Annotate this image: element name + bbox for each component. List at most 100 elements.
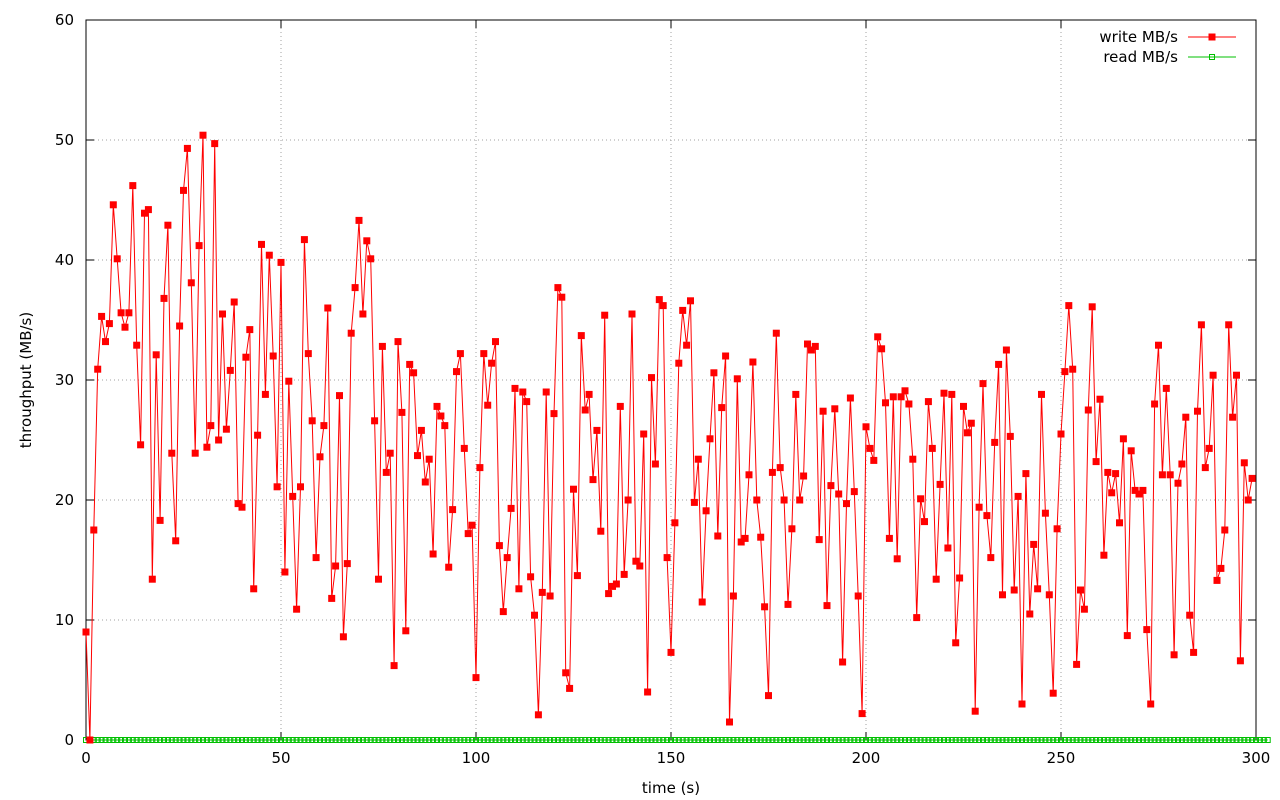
data-point-write: [332, 562, 340, 570]
data-point-read: [274, 737, 281, 743]
data-point-write: [585, 390, 593, 398]
data-point-read: [773, 737, 780, 743]
data-point-read: [968, 737, 975, 743]
data-point-read: [1194, 737, 1201, 743]
data-point-read: [625, 737, 632, 743]
data-point-write: [511, 384, 519, 392]
data-point-read: [239, 737, 245, 743]
data-point-write: [1010, 586, 1018, 594]
data-point-read: [746, 737, 752, 743]
data-point-read: [293, 737, 300, 743]
data-point-write: [663, 554, 671, 562]
data-point-write: [304, 350, 312, 358]
data-point-write: [386, 449, 394, 457]
data-point-write: [866, 444, 874, 452]
data-point-write: [675, 359, 683, 367]
data-point-write: [523, 398, 531, 406]
data-point-read: [929, 737, 936, 743]
data-point-write: [671, 519, 679, 527]
data-point-write: [936, 480, 944, 488]
data-point-read: [328, 737, 335, 743]
data-point-write: [683, 341, 691, 349]
data-point-read: [418, 737, 425, 743]
data-point-write: [1084, 406, 1092, 414]
data-point-write: [199, 131, 207, 139]
data-point-read: [870, 737, 877, 743]
data-point-read: [129, 737, 136, 743]
data-point-read: [250, 737, 257, 743]
data-point-read: [999, 737, 1006, 743]
data-point-write: [1088, 303, 1096, 311]
data-point-write: [1065, 302, 1073, 310]
series-write: [82, 131, 1256, 744]
data-point-read: [769, 737, 776, 743]
data-point-read: [1155, 737, 1162, 743]
x-tick-label: 100: [462, 749, 491, 767]
data-point-read: [796, 737, 803, 743]
data-point-write: [367, 255, 375, 263]
data-point-write: [1022, 470, 1030, 478]
data-point-write: [105, 320, 113, 328]
data-point-write: [215, 436, 223, 444]
data-point-write: [776, 464, 784, 472]
data-point-write: [94, 365, 102, 373]
data-point-write: [534, 711, 542, 719]
data-point-read: [383, 737, 390, 743]
data-point-read: [609, 737, 616, 743]
data-point-read: [340, 737, 347, 743]
data-point-read: [379, 737, 386, 743]
data-point-read: [866, 737, 873, 743]
data-point-write: [1018, 700, 1026, 708]
data-point-read: [1046, 737, 1053, 743]
data-point-read: [675, 737, 682, 743]
data-point-read: [1050, 737, 1057, 743]
data-point-read: [902, 737, 908, 743]
data-point-read: [114, 737, 121, 743]
data-point-write: [870, 456, 878, 464]
data-point-read: [547, 737, 554, 743]
data-point-read: [398, 737, 405, 743]
data-point-read: [664, 737, 671, 743]
data-point-read: [207, 737, 214, 743]
data-point-read: [219, 737, 226, 743]
data-point-write: [433, 402, 441, 410]
data-point-write: [948, 390, 956, 398]
data-point-read: [874, 737, 881, 743]
data-point-write: [1197, 321, 1205, 329]
data-point-read: [995, 737, 1002, 743]
data-point-read: [480, 737, 487, 743]
data-point-write: [1116, 519, 1123, 527]
data-point-write: [441, 422, 449, 430]
data-point-write: [98, 312, 106, 320]
data-point-write: [1135, 490, 1143, 498]
data-point-write: [183, 144, 191, 152]
data-point-write: [1127, 447, 1135, 455]
data-point-read: [722, 737, 729, 743]
data-point-read: [597, 737, 604, 743]
data-point-read: [574, 737, 581, 743]
data-point-read: [1077, 737, 1084, 743]
data-point-read: [1124, 737, 1131, 743]
data-point-read: [1093, 737, 1100, 743]
data-point-read: [1233, 737, 1240, 743]
data-point-read: [878, 737, 885, 743]
data-point-write: [792, 390, 800, 398]
data-point-write: [804, 340, 811, 348]
data-point-read: [1007, 737, 1014, 743]
data-point-read: [149, 737, 156, 743]
data-point-read: [414, 737, 421, 743]
data-point-write: [480, 350, 488, 358]
data-point-write: [893, 555, 901, 563]
legend-label-write: write MB/s: [1099, 28, 1178, 46]
data-point-write: [1233, 371, 1240, 379]
data-point-write: [355, 216, 363, 224]
data-point-read: [691, 737, 698, 743]
data-point-read: [1214, 737, 1220, 743]
data-point-read: [1116, 737, 1123, 743]
data-point-write: [687, 297, 694, 305]
data-point-write: [1073, 660, 1081, 668]
data-point-write: [819, 407, 827, 415]
data-point-write: [1100, 551, 1108, 559]
data-point-read: [1241, 737, 1248, 743]
data-point-write: [492, 338, 499, 346]
